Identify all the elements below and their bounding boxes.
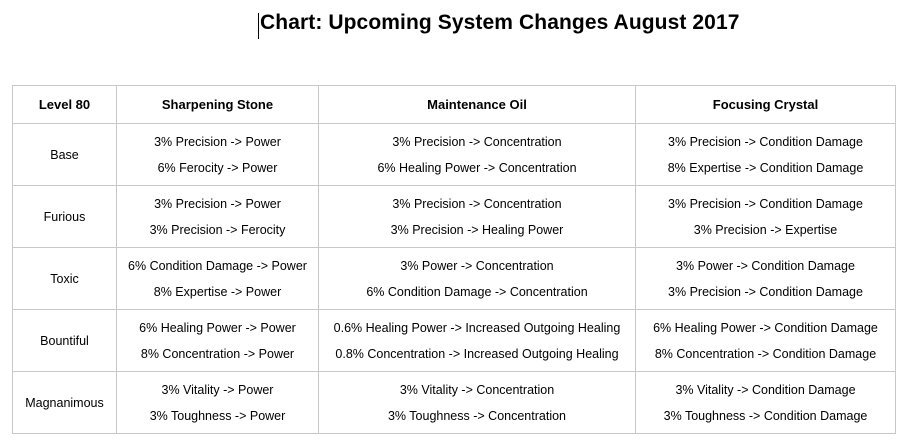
table-cell: 3% Vitality -> Condition Damage 3% Toughn…: [635, 371, 896, 434]
cell-line: 3% Precision -> Condition Damage: [668, 134, 863, 149]
cell-line: 6% Condition Damage -> Power: [128, 258, 307, 273]
cell-line: 0.6% Healing Power -> Increased Outgoing…: [333, 320, 621, 335]
cell-line: 3% Power -> Concentration: [400, 258, 554, 273]
cell-line: 6% Condition Damage -> Concentration: [366, 284, 588, 299]
cell-line: 3% Toughness -> Concentration: [387, 408, 566, 423]
cell-line: 3% Precision -> Healing Power: [390, 222, 564, 237]
row-label: Bountiful: [12, 309, 117, 372]
table-cell: 0.6% Healing Power -> Increased Outgoing…: [318, 309, 636, 372]
cell-line: 0.8% Concentration -> Increased Outgoing…: [335, 346, 619, 361]
cell-line: 3% Precision -> Condition Damage: [668, 284, 863, 299]
cell-line: 3% Vitality -> Power: [161, 382, 274, 397]
cell-line: 6% Healing Power -> Condition Damage: [653, 320, 878, 335]
header-maintenance-oil: Maintenance Oil: [318, 85, 636, 124]
row-label: Furious: [12, 185, 117, 248]
cell-line: 3% Toughness -> Condition Damage: [663, 408, 868, 423]
table-row: Toxic 6% Condition Damage -> Power 8% Exp…: [12, 247, 896, 310]
cell-line: 3% Power -> Condition Damage: [676, 258, 855, 273]
cell-line: 3% Precision -> Power: [154, 134, 281, 149]
cell-line: 8% Concentration -> Power: [140, 346, 295, 361]
table-cell: 3% Precision -> Concentration 6% Healing …: [318, 123, 636, 186]
system-changes-table: Level 80 Sharpening Stone Maintenance Oi…: [12, 85, 896, 434]
text-cursor: [258, 13, 259, 39]
table-cell: 3% Precision -> Concentration 3% Precisio…: [318, 185, 636, 248]
cell-line: 6% Healing Power -> Concentration: [377, 160, 577, 175]
table-cell: 6% Condition Damage -> Power 8% Expertise…: [116, 247, 319, 310]
cell-line: 3% Precision -> Ferocity: [149, 222, 286, 237]
cell-line: 3% Precision -> Concentration: [392, 134, 562, 149]
cell-line: 6% Healing Power -> Power: [139, 320, 296, 335]
document-title: Chart: Upcoming System Changes August 20…: [260, 11, 740, 34]
table-row: Magnanimous 3% Vitality -> Power 3% Tough…: [12, 371, 896, 434]
table-cell: 3% Precision -> Power 3% Precision -> Fer…: [116, 185, 319, 248]
header-sharpening-stone: Sharpening Stone: [116, 85, 319, 124]
table-cell: 3% Precision -> Condition Damage 3% Preci…: [635, 185, 896, 248]
table-cell: 3% Power -> Condition Damage 3% Precision…: [635, 247, 896, 310]
table-cell: 3% Power -> Concentration 6% Condition Da…: [318, 247, 636, 310]
table-row: Furious 3% Precision -> Power 3% Precisio…: [12, 185, 896, 248]
table-cell: 3% Precision -> Power 6% Ferocity -> Powe…: [116, 123, 319, 186]
table-cell: 3% Precision -> Condition Damage 8% Exper…: [635, 123, 896, 186]
cell-line: 3% Vitality -> Condition Damage: [675, 382, 856, 397]
cell-line: 3% Precision -> Concentration: [392, 196, 562, 211]
cell-line: 8% Expertise -> Power: [153, 284, 282, 299]
cell-line: 3% Precision -> Condition Damage: [668, 196, 863, 211]
cell-line: 3% Vitality -> Concentration: [399, 382, 555, 397]
cell-line: 8% Expertise -> Condition Damage: [667, 160, 864, 175]
table-cell: 6% Healing Power -> Power 8% Concentratio…: [116, 309, 319, 372]
table-cell: 3% Vitality -> Power 3% Toughness -> Powe…: [116, 371, 319, 434]
cell-line: 3% Precision -> Expertise: [693, 222, 838, 237]
row-label: Base: [12, 123, 117, 186]
cell-line: 8% Concentration -> Condition Damage: [654, 346, 877, 361]
table-cell: 6% Healing Power -> Condition Damage 8% C…: [635, 309, 896, 372]
table-row: Base 3% Precision -> Power 6% Ferocity ->…: [12, 123, 896, 186]
table-cell: 3% Vitality -> Concentration 3% Toughness…: [318, 371, 636, 434]
header-row: Level 80 Sharpening Stone Maintenance Oi…: [12, 85, 896, 124]
row-label: Magnanimous: [12, 371, 117, 434]
table-row: Bountiful 6% Healing Power -> Power 8% Co…: [12, 309, 896, 372]
row-label: Toxic: [12, 247, 117, 310]
header-focusing-crystal: Focusing Crystal: [635, 85, 896, 124]
cell-line: 6% Ferocity -> Power: [157, 160, 278, 175]
header-level: Level 80: [12, 85, 117, 124]
cell-line: 3% Precision -> Power: [154, 196, 281, 211]
cell-line: 3% Toughness -> Power: [149, 408, 286, 423]
